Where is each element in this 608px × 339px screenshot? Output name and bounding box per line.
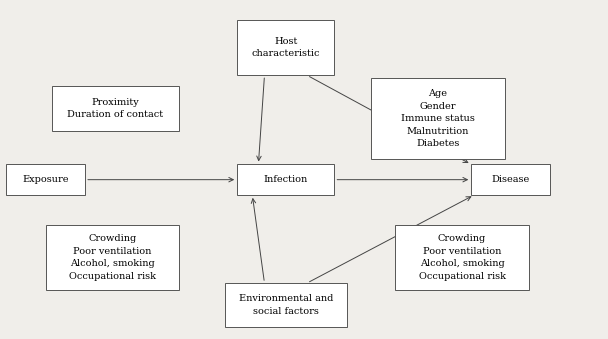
FancyBboxPatch shape (237, 20, 334, 75)
FancyBboxPatch shape (46, 225, 179, 290)
FancyBboxPatch shape (6, 164, 85, 195)
Text: Exposure: Exposure (22, 175, 69, 184)
FancyBboxPatch shape (371, 78, 505, 159)
FancyBboxPatch shape (237, 164, 334, 195)
Text: Crowding
Poor ventilation
Alcohol, smoking
Occupational risk: Crowding Poor ventilation Alcohol, smoki… (418, 234, 506, 281)
Text: Environmental and
social factors: Environmental and social factors (238, 294, 333, 316)
Text: Disease: Disease (492, 175, 530, 184)
FancyBboxPatch shape (225, 283, 347, 327)
Text: Host
characteristic: Host characteristic (252, 37, 320, 58)
Text: Proximity
Duration of contact: Proximity Duration of contact (67, 98, 164, 119)
FancyBboxPatch shape (52, 86, 179, 131)
FancyBboxPatch shape (395, 225, 529, 290)
FancyBboxPatch shape (471, 164, 550, 195)
Text: Infection: Infection (264, 175, 308, 184)
Text: Crowding
Poor ventilation
Alcohol, smoking
Occupational risk: Crowding Poor ventilation Alcohol, smoki… (69, 234, 156, 281)
Text: Age
Gender
Immune status
Malnutrition
Diabetes: Age Gender Immune status Malnutrition Di… (401, 89, 475, 148)
